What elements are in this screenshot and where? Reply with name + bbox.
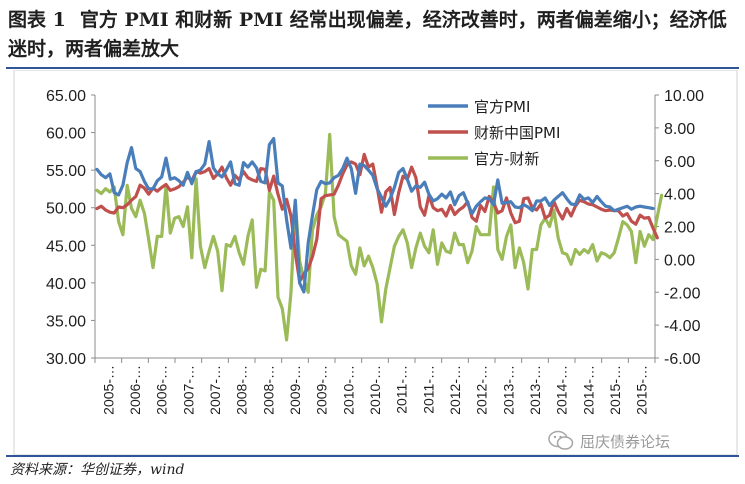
series-line-2	[95, 132, 664, 342]
left-tick-label: 40.00	[46, 276, 86, 293]
x-tick-label: 2006-…	[154, 365, 170, 415]
x-tick-label: 2010-…	[340, 365, 356, 415]
legend-label-0: 官方PMI	[474, 98, 530, 116]
left-tick-label: 65.00	[46, 88, 86, 105]
x-tick-label: 2010-…	[367, 365, 383, 415]
chart-series	[95, 132, 664, 342]
x-tick-label: 2007-…	[207, 365, 223, 415]
x-tick-label: 2007-…	[180, 365, 196, 415]
left-tick-label: 45.00	[46, 238, 86, 255]
x-tick-label: 2011-…	[394, 365, 410, 414]
wechat-icon	[548, 430, 574, 450]
right-tick-label: -4.00	[664, 318, 701, 335]
right-tick-label: 10.00	[664, 88, 704, 105]
x-tick-label: 2006-…	[127, 365, 143, 415]
left-tick-label: 30.00	[46, 351, 86, 368]
right-tick-label: -2.00	[664, 285, 701, 302]
x-tick-label: 2013-…	[500, 365, 516, 415]
x-tick-label: 2008-…	[260, 365, 276, 415]
figure-label: 图表 1	[8, 9, 66, 31]
legend-label-1: 财新中国PMI	[474, 124, 560, 142]
chart-legend: 官方PMI 财新中国PMI 官方-财新	[428, 98, 560, 168]
right-tick-label: 6.00	[664, 154, 695, 171]
right-tick-label: 2.00	[664, 220, 695, 237]
watermark-text: 屈庆债券论坛	[580, 432, 671, 451]
x-tick-label: 2009-…	[314, 365, 330, 415]
left-tick-label: 50.00	[46, 201, 86, 218]
x-tick-label: 2008-…	[234, 365, 250, 415]
watermark: 屈庆债券论坛	[548, 430, 670, 452]
x-tick-label: 2014-…	[554, 365, 570, 415]
series-line-0	[95, 136, 655, 294]
legend-label-2: 官方-财新	[474, 150, 539, 168]
x-tick-label: 2015-…	[607, 365, 623, 415]
x-tick-label: 2011-…	[420, 365, 436, 414]
x-tick-label: 2012-…	[447, 365, 463, 415]
right-tick-label: 0.00	[664, 252, 695, 269]
top-rule	[6, 67, 739, 69]
chart-frame	[13, 70, 738, 455]
left-tick-label: 60.00	[46, 126, 86, 143]
x-tick-label: 2015-…	[634, 365, 650, 415]
x-tick-label: 2009-…	[287, 365, 303, 415]
source-note: 资料来源：华创证券，wind	[10, 462, 185, 478]
x-tick-label: 2014-…	[580, 365, 596, 415]
figure-title-text: 官方 PMI 和财新 PMI 经常出现偏差，经济改善时，两者偏差缩小；经济低迷时…	[8, 9, 727, 60]
x-tick-label: 2012-…	[474, 365, 490, 415]
x-tick-label: 2013-…	[527, 365, 543, 415]
x-tick-label: 2005-…	[100, 365, 116, 415]
left-tick-label: 35.00	[46, 313, 86, 330]
left-tick-label: 55.00	[46, 163, 86, 180]
bottom-rule	[6, 455, 739, 457]
right-tick-label: -6.00	[664, 351, 701, 368]
right-tick-label: 8.00	[664, 121, 695, 138]
pmi-line-chart: 30.00 35.00 40.00 45.00 50.00 55.00 60.00 65.00…	[13, 70, 738, 455]
right-tick-label: 4.00	[664, 187, 695, 204]
figure-title: 图表 1 官方 PMI 和财新 PMI 经常出现偏差，经济改善时，两者偏差缩小；经…	[8, 6, 738, 64]
